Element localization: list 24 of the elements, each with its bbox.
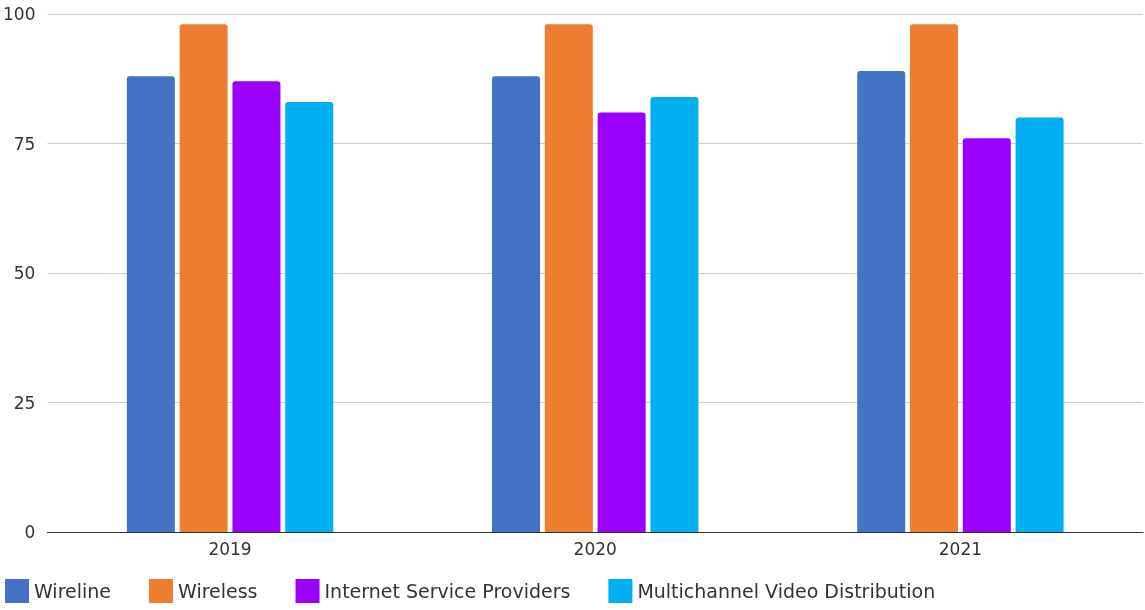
y-tick-label: 0: [24, 522, 36, 542]
bar: [1015, 117, 1064, 532]
x-tick-label: 2019: [208, 538, 252, 559]
bar: [285, 102, 334, 532]
bar: [597, 112, 646, 532]
bar: [857, 70, 906, 532]
legend-label: Wireless: [178, 580, 258, 602]
x-tick-label: 2020: [573, 538, 617, 559]
bar: [650, 96, 699, 532]
y-tick-label: 50: [13, 263, 36, 283]
bar: [544, 24, 593, 532]
y-tick-label: 100: [2, 4, 36, 24]
x-tick-label: 2021: [938, 538, 983, 559]
bar: [492, 76, 541, 532]
bar: [179, 24, 228, 532]
legend-label: Multichannel Video Distribution: [637, 580, 936, 602]
bar: [126, 76, 175, 532]
bar: [910, 24, 959, 532]
bar: [962, 138, 1011, 532]
legend-label: Internet Service Providers: [324, 580, 571, 602]
legend-label: Wireline: [34, 580, 112, 602]
y-tick-label: 25: [13, 392, 36, 413]
y-tick-label: 75: [13, 133, 36, 154]
bar: [232, 81, 281, 532]
